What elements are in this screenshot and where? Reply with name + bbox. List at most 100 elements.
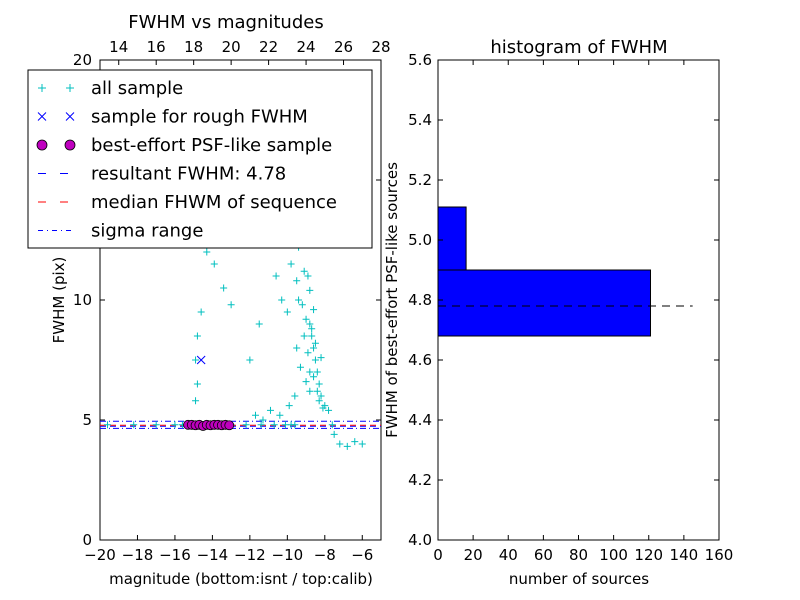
plus-point [259,416,267,424]
y-tick-label: 5.2 [408,171,432,189]
legend-marker [36,139,48,151]
x-tick-label: 160 [705,546,734,564]
right-y-ticks: 4.0 4.2 4.4 4.6 4.8 5.0 5.2 5.4 5.6 [408,51,719,549]
plus-point [351,438,359,446]
y-tick-label: 4.2 [408,471,432,489]
top-x-tick-label: 22 [259,38,278,56]
top-x-tick-label: 20 [222,38,241,56]
plus-point [192,356,200,364]
plus-point [308,332,316,340]
plus-point [298,301,306,309]
top-x-tick-label: 24 [297,38,316,56]
plus-point [220,284,228,292]
plus-point [171,421,179,429]
plus-point [193,332,201,340]
plus-point [272,272,280,280]
legend-marker [64,139,76,151]
plus-point [203,248,211,256]
plus-point [291,392,299,400]
x-tick-label: −10 [272,546,304,564]
x-tick-label: −18 [122,546,154,564]
y-tick-label: 20 [73,51,92,69]
x-tick-label: 60 [534,546,553,564]
plus-point [266,406,274,414]
histogram-bar [437,269,652,337]
plus-point [227,301,235,309]
plus-point [304,272,312,280]
plus-point [315,380,323,388]
plus-point [276,411,284,419]
plus-point [336,440,344,448]
top-x-tick-label: 28 [371,38,390,56]
x-tick-label: −8 [314,546,336,564]
plus-point [317,354,325,362]
plus-point [315,397,323,405]
x-tick-label: −6 [351,546,373,564]
y-tick-label: 4.0 [408,531,432,549]
plus-point [278,296,286,304]
fwhm-vs-magnitude-plot: −20 −18 −16 −14 −12 −10 −8 −6 14 16 18 20 22 24 26 28 … [50,12,391,588]
x-tick-label: 120 [634,546,663,564]
plus-point [313,387,321,395]
y-tick-label: 0 [82,531,92,549]
right-x-axis-label: number of sources [509,570,649,588]
x-tick-label: 0 [433,546,443,564]
legend-label: all sample [91,78,183,99]
legend-label: sample for rough FWHM [91,107,308,128]
circle-point [224,420,235,431]
x-tick-label: −14 [197,546,229,564]
left-bottom-x-ticks: −20 −18 −16 −14 −12 −10 −8 −6 [84,535,373,564]
plus-point [103,421,111,429]
plus-point [319,404,327,412]
fwhm-histogram-plot: 0 20 40 60 80 100 120 140 160 4.0 4.2 4.4 4.6 4.8 5.0… [383,37,733,588]
plus-point [295,296,303,304]
plus-point [296,363,304,371]
plus-point [255,320,263,328]
plus-point [287,260,295,268]
left-x-axis-label: magnitude (bottom:isnt / top:calib) [109,570,373,588]
plus-point [192,397,200,405]
plus-point [317,392,325,400]
plus-point [306,368,314,376]
histogram-bar [437,206,467,271]
y-tick-label: 5.4 [408,111,432,129]
x-point [196,355,206,365]
y-tick-label: 5.6 [408,51,432,69]
histogram-bars [437,206,652,337]
plus-point [257,421,265,429]
plus-point [242,421,250,429]
plus-point [306,286,314,294]
x-tick-label: 20 [464,546,483,564]
y-tick-label: 5 [82,411,92,429]
legend-frame [27,69,373,249]
plus-point [251,411,259,419]
legend-label: resultant FWHM: 4.78 [91,164,286,185]
left-top-x-ticks: 14 16 18 20 22 24 26 28 [109,38,391,65]
plus-point [293,344,301,352]
plus-point [308,325,316,333]
plus-point [193,380,201,388]
left-y-axis-label: FWHM (pix) [50,257,68,344]
plus-point [210,260,218,268]
legend-label: best-effort PSF-like sample [91,135,332,156]
plus-point [311,356,319,364]
plus-point [325,406,333,414]
top-x-tick-label: 14 [109,38,128,56]
top-x-tick-label: 26 [334,38,353,56]
plus-point [358,440,366,448]
plus-point [283,308,291,316]
x-tick-label: −12 [234,546,266,564]
plus-point [152,421,160,429]
left-plot-title: FWHM vs magnitudes [128,12,323,33]
plus-point [270,421,278,429]
plus-point [330,430,338,438]
x-tick-label: −16 [159,546,191,564]
plus-point [310,306,318,314]
legend-marker [37,112,47,121]
plus-point [311,339,319,347]
plus-point [130,421,138,429]
y-tick-label: 5.0 [408,231,432,249]
plus-point [197,308,205,316]
right-y-axis-label: FWHM of best-effort PSF-like sources [383,162,401,438]
